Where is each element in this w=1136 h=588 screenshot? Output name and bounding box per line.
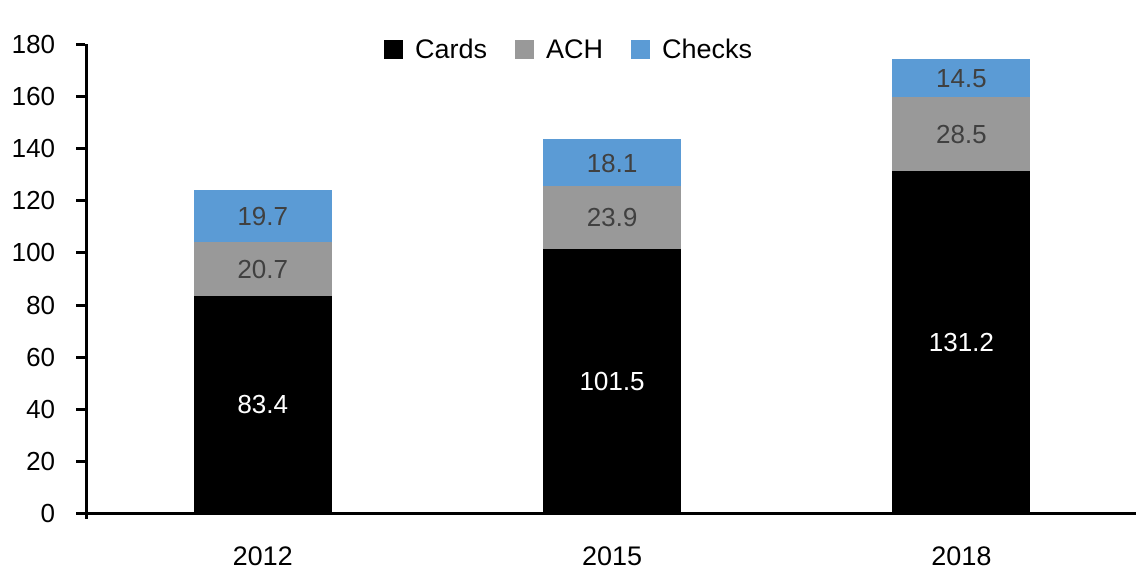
bar-segment-cards-2018 [892,171,1031,513]
y-axis-tick-label: 20 [26,445,55,476]
legend-item-ach: ACH [514,34,603,64]
bar-value-label-ach-2012: 20.7 [237,253,288,284]
bar-value-label-checks-2018: 14.5 [936,63,987,93]
y-axis-tick [76,303,85,307]
bar-value-label-ach-2015: 23.9 [586,202,638,233]
bar-value-label-checks-2015: 18.1 [586,147,638,178]
bar-segment-ach-2018 [892,96,1031,172]
bar-value-label-cards-2018: 131.2 [928,327,994,358]
x-axis-category-label-2018: 2018 [931,541,992,571]
legend-item-checks: Checks [631,36,752,63]
bar-segment-ach-2012 [193,241,332,296]
bar-value-label-cards-2012: 83.4 [237,389,288,420]
y-axis-tick [76,512,85,515]
y-axis-tick-label: 60 [26,341,55,372]
bar-value-label-ach-2018: 28.5 [936,119,987,150]
y-axis-tick-label: 180 [11,29,55,59]
y-axis-tick [76,95,85,99]
y-axis-tick-label: 100 [11,237,55,268]
legend-label: Cards [414,34,487,64]
legend-marker-cards-icon [383,40,403,59]
y-axis-line [85,44,88,519]
x-axis-category-label-2012: 2012 [232,541,293,571]
legend-label: ACH [545,34,603,64]
legend-marker-checks-icon [631,40,650,59]
chart-legend: Cards ACH Checks [0,36,1136,63]
y-axis-tick-label: 140 [11,133,55,164]
bar-segment-checks-2012 [193,190,332,242]
bar-segment-cards-2012 [193,295,332,513]
legend-marker-ach-icon [514,40,534,59]
y-axis-tick [76,147,85,151]
bar-segment-cards-2015 [543,248,681,513]
y-axis-tick [76,407,85,411]
y-axis-tick [76,199,85,203]
y-axis-tick [76,43,85,46]
bar-value-label-checks-2012: 19.7 [237,201,288,232]
y-axis-tick [76,251,85,255]
legend-item-cards: Cards [383,34,487,64]
y-axis-tick-label: 160 [11,81,55,112]
y-axis-tick-label: 120 [11,185,55,216]
y-axis-tick [76,459,85,463]
y-axis-tick [76,355,85,359]
y-axis-tick-label: 40 [26,393,55,424]
y-axis-tick-label: 80 [26,289,55,320]
bar-segment-checks-2015 [543,139,681,187]
bar-segment-checks-2018 [892,59,1031,97]
x-axis-category-label-2015: 2015 [581,541,643,571]
bar-value-label-cards-2015: 101.5 [579,365,645,396]
legend-label: Checks [662,34,753,64]
y-axis-tick-label: 0 [40,498,55,528]
bar-segment-ach-2015 [543,186,681,249]
x-axis-line [76,512,1136,515]
